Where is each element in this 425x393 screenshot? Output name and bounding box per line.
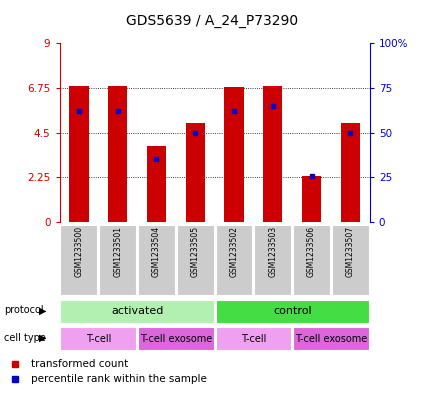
Text: protocol: protocol: [4, 305, 44, 316]
Text: GDS5639 / A_24_P73290: GDS5639 / A_24_P73290: [127, 14, 298, 28]
Bar: [60, 300, 214, 323]
Bar: [69, 86, 88, 222]
Bar: [177, 226, 214, 295]
Text: cell type: cell type: [4, 333, 46, 343]
Bar: [215, 327, 291, 351]
Text: control: control: [273, 307, 312, 316]
Text: GSM1233506: GSM1233506: [307, 226, 316, 277]
Bar: [254, 226, 291, 295]
Bar: [341, 123, 360, 222]
Bar: [215, 300, 369, 323]
Text: GSM1233504: GSM1233504: [152, 226, 161, 277]
Bar: [224, 87, 244, 222]
Text: transformed count: transformed count: [31, 358, 129, 369]
Bar: [60, 327, 136, 351]
Bar: [332, 226, 369, 295]
Bar: [293, 327, 369, 351]
Bar: [60, 226, 97, 295]
Bar: [215, 226, 252, 295]
Bar: [138, 226, 175, 295]
Text: T-cell exosome: T-cell exosome: [295, 334, 367, 344]
Bar: [108, 86, 128, 222]
Text: T-cell exosome: T-cell exosome: [140, 334, 212, 344]
Bar: [293, 226, 330, 295]
Bar: [186, 123, 205, 222]
Text: GSM1233501: GSM1233501: [113, 226, 122, 277]
Text: GSM1233507: GSM1233507: [346, 226, 355, 277]
Text: GSM1233503: GSM1233503: [268, 226, 277, 277]
Bar: [138, 327, 214, 351]
Text: GSM1233502: GSM1233502: [230, 226, 238, 277]
Text: percentile rank within the sample: percentile rank within the sample: [31, 374, 207, 384]
Bar: [147, 145, 166, 222]
Text: T-cell: T-cell: [85, 334, 111, 344]
Text: ▶: ▶: [39, 333, 47, 343]
Bar: [302, 176, 321, 222]
Text: GSM1233505: GSM1233505: [191, 226, 200, 277]
Text: activated: activated: [111, 307, 163, 316]
Text: ▶: ▶: [39, 305, 47, 316]
Text: GSM1233500: GSM1233500: [74, 226, 83, 277]
Bar: [99, 226, 136, 295]
Text: T-cell: T-cell: [241, 334, 266, 344]
Bar: [263, 86, 283, 222]
